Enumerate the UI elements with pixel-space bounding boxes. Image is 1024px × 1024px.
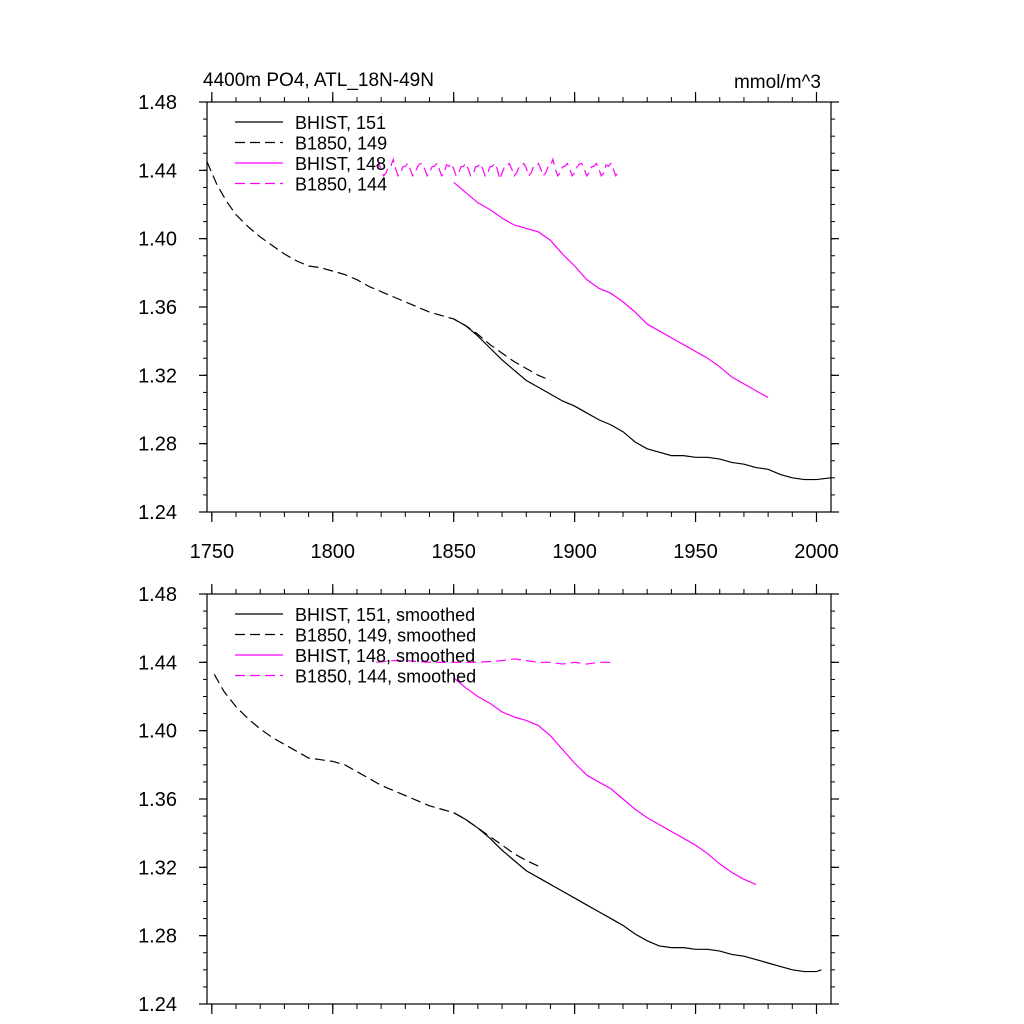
series-line-1 bbox=[453, 812, 822, 973]
chart-units-label: mmol/m^3 bbox=[734, 72, 821, 93]
y-tick-label: 1.32 bbox=[138, 857, 177, 879]
x-tick-label: 1750 bbox=[190, 541, 235, 563]
x-tick-label: 1950 bbox=[673, 541, 718, 563]
legend-label-3: BHIST, 148, smoothed bbox=[295, 646, 475, 666]
x-tick-label: 1900 bbox=[552, 541, 597, 563]
legend-label-4: B1850, 144 bbox=[295, 175, 387, 195]
legend-label-1: BHIST, 151 bbox=[295, 113, 386, 133]
y-tick-label: 1.28 bbox=[138, 434, 177, 456]
y-tick-label: 1.36 bbox=[138, 789, 177, 811]
x-tick-label: 1850 bbox=[431, 541, 476, 563]
y-tick-label: 1.32 bbox=[138, 365, 177, 387]
chart-title: 4400m PO4, ATL_18N-49N bbox=[203, 70, 434, 91]
y-tick-label: 1.36 bbox=[138, 297, 177, 319]
y-tick-label: 1.40 bbox=[138, 721, 177, 743]
x-tick-label: 1800 bbox=[311, 541, 356, 563]
series-line-2 bbox=[213, 673, 542, 868]
legend-label-2: B1850, 149, smoothed bbox=[295, 626, 476, 646]
y-tick-label: 1.48 bbox=[138, 584, 177, 606]
series-line-3 bbox=[453, 181, 769, 399]
y-tick-label: 1.44 bbox=[138, 652, 177, 674]
series-line-2 bbox=[206, 161, 551, 382]
legend-label-3: BHIST, 148 bbox=[295, 154, 386, 174]
x-tick-label: 2000 bbox=[794, 541, 839, 563]
series-line-4 bbox=[376, 658, 611, 665]
chart-panel-1: 4400m PO4, ATL_18N-49N mmol/m^3 1.24 1.28 1.… bbox=[138, 70, 839, 563]
y-tick-label: 1.28 bbox=[138, 926, 177, 948]
series-line-4 bbox=[375, 157, 619, 182]
legend-label-2: B1850, 149 bbox=[295, 134, 387, 154]
chart-panel-2: 1.24 1.28 1.32 1.36 1.40 1.44 1.48 BHIST, 151, … bbox=[138, 584, 839, 1016]
y-tick-label: 1.44 bbox=[138, 160, 177, 182]
legend-label-1: BHIST, 151, smoothed bbox=[295, 605, 475, 625]
series-line-1 bbox=[453, 318, 832, 481]
y-tick-label: 1.40 bbox=[138, 229, 177, 251]
legend-label-4: B1850, 144, smoothed bbox=[295, 667, 476, 687]
y-tick-label: 1.24 bbox=[138, 994, 177, 1016]
y-tick-label: 1.24 bbox=[138, 502, 177, 524]
series-line-3 bbox=[453, 677, 757, 885]
y-tick-label: 1.48 bbox=[138, 92, 177, 114]
